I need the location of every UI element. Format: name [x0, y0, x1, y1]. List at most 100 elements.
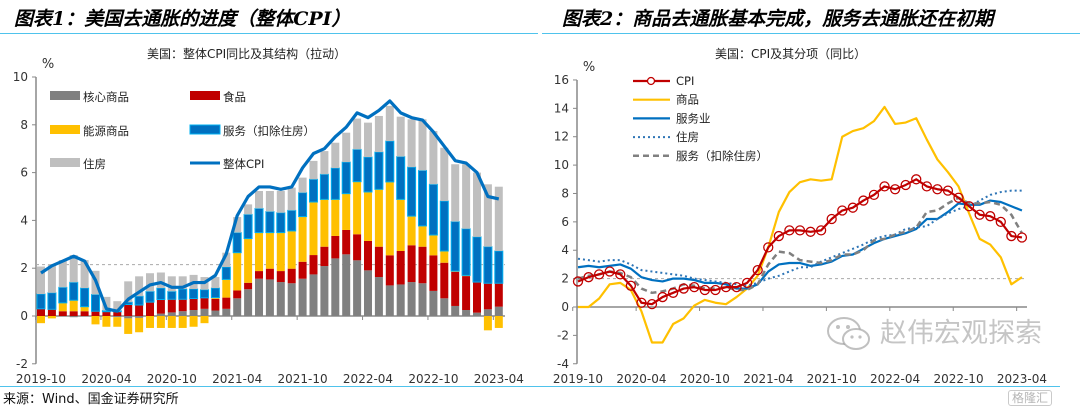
- bar-segment: [211, 277, 220, 289]
- bar-segment: [255, 232, 263, 272]
- cpi-marker: [858, 195, 869, 206]
- bar-segment: [244, 204, 253, 215]
- bar-segment: [233, 252, 242, 291]
- series-line: [578, 105, 1023, 344]
- bar-segment: [255, 271, 263, 279]
- y-tick-label: 4: [20, 213, 28, 227]
- bar-segment: [440, 250, 449, 263]
- bar-segment: [91, 316, 100, 325]
- bar-segment: [418, 283, 427, 316]
- bar-segment: [429, 255, 438, 291]
- bar-segment: [244, 238, 253, 283]
- bar-segment: [364, 240, 372, 271]
- x-tick-label: 2021-04: [212, 372, 262, 386]
- bar-segment: [364, 122, 372, 158]
- bar-segment: [396, 116, 405, 157]
- cpi-marker: [953, 192, 964, 203]
- bar-segment: [494, 306, 503, 316]
- bar-segment: [80, 306, 89, 312]
- bar-segment: [265, 279, 274, 316]
- x-tick-label: 2019-10: [553, 372, 603, 386]
- cpi-marker: [794, 225, 806, 236]
- bar-segment: [189, 310, 198, 316]
- bar-segment: [298, 177, 307, 193]
- y-tick-label: 2: [20, 261, 28, 275]
- bar-segment: [494, 316, 503, 328]
- y-tick-label: 6: [20, 166, 28, 180]
- cpi-marker: [572, 276, 584, 287]
- bar-segment: [320, 199, 329, 247]
- x-tick-label: 2021-04: [743, 372, 793, 386]
- x-tick-label: 2023-04: [997, 372, 1047, 386]
- cpi-marker: [689, 281, 700, 293]
- bar-segment: [462, 276, 471, 311]
- y-tick-label: 2: [561, 272, 569, 286]
- bar-segment: [255, 278, 263, 316]
- bar-segment: [298, 278, 307, 316]
- bar-segment: [342, 132, 351, 163]
- series-line: [577, 189, 1022, 287]
- bar-segment: [135, 317, 144, 333]
- bar-segment: [244, 289, 253, 316]
- bar-segment: [200, 316, 209, 324]
- legend-label: 服务（扣除住房）: [223, 124, 315, 138]
- bar-segment: [222, 279, 231, 298]
- bar-segment: [483, 184, 492, 247]
- bar-segment: [429, 131, 438, 185]
- source-note: 来源：Wind、国金证券研究所: [3, 392, 179, 407]
- bar-segment: [353, 181, 362, 235]
- cpi-marker: [985, 211, 996, 222]
- legend-swatch: [190, 91, 220, 100]
- x-tick-label: 2020-04: [81, 372, 131, 386]
- legend-swatch: [189, 124, 221, 135]
- bar-segment: [364, 191, 372, 241]
- y-tick-label: 10: [554, 158, 569, 172]
- cpi-marker: [678, 283, 689, 294]
- legend-label: 核心商品: [83, 90, 129, 104]
- bar-segment: [113, 301, 122, 311]
- bar-segment: [364, 270, 372, 316]
- bar-segment: [124, 318, 133, 334]
- bar-segment: [473, 312, 481, 316]
- watermark-text: 赵伟宏观探索: [880, 318, 1042, 349]
- bar-segment: [407, 282, 416, 316]
- bar-segment: [102, 316, 111, 327]
- bar-segment: [451, 164, 460, 222]
- bar-segment: [200, 297, 209, 309]
- bar-segment: [483, 316, 492, 331]
- bar-segment: [156, 272, 165, 289]
- cpi-line: [40, 99, 500, 313]
- bar-segment: [309, 274, 318, 316]
- cpi-marker: [974, 209, 985, 220]
- bar-segment: [124, 316, 133, 319]
- cpi-marker: [879, 181, 890, 192]
- legend-swatch: [50, 158, 80, 167]
- cpi-marker: [741, 277, 753, 289]
- x-tick-label: 2020-10: [147, 372, 197, 386]
- bar-segment: [69, 255, 78, 283]
- bar-segment: [374, 189, 383, 247]
- bar-segment: [396, 284, 405, 316]
- bar-segment: [69, 300, 78, 312]
- bar-segment: [265, 268, 274, 280]
- bar-segment: [287, 187, 296, 211]
- cpi-marker: [995, 216, 1006, 228]
- bar-segment: [396, 199, 405, 251]
- bar-segment: [113, 317, 122, 327]
- legend-swatch: [50, 125, 80, 134]
- bar-segment: [200, 308, 209, 316]
- y-tick-label: 6: [561, 215, 569, 229]
- bar-segment: [146, 273, 154, 292]
- x-tick-label: 2020-04: [616, 372, 666, 386]
- bar-segment: [353, 234, 362, 261]
- bar-segment: [135, 305, 144, 316]
- bar-segment: [440, 262, 449, 299]
- bar-segment: [167, 299, 176, 313]
- left-title-rule: [0, 33, 538, 34]
- bar-segment: [451, 305, 460, 316]
- bar-segment: [320, 246, 329, 267]
- bar-segment: [451, 271, 460, 306]
- bar-segment: [320, 266, 329, 316]
- bar-segment: [320, 151, 329, 175]
